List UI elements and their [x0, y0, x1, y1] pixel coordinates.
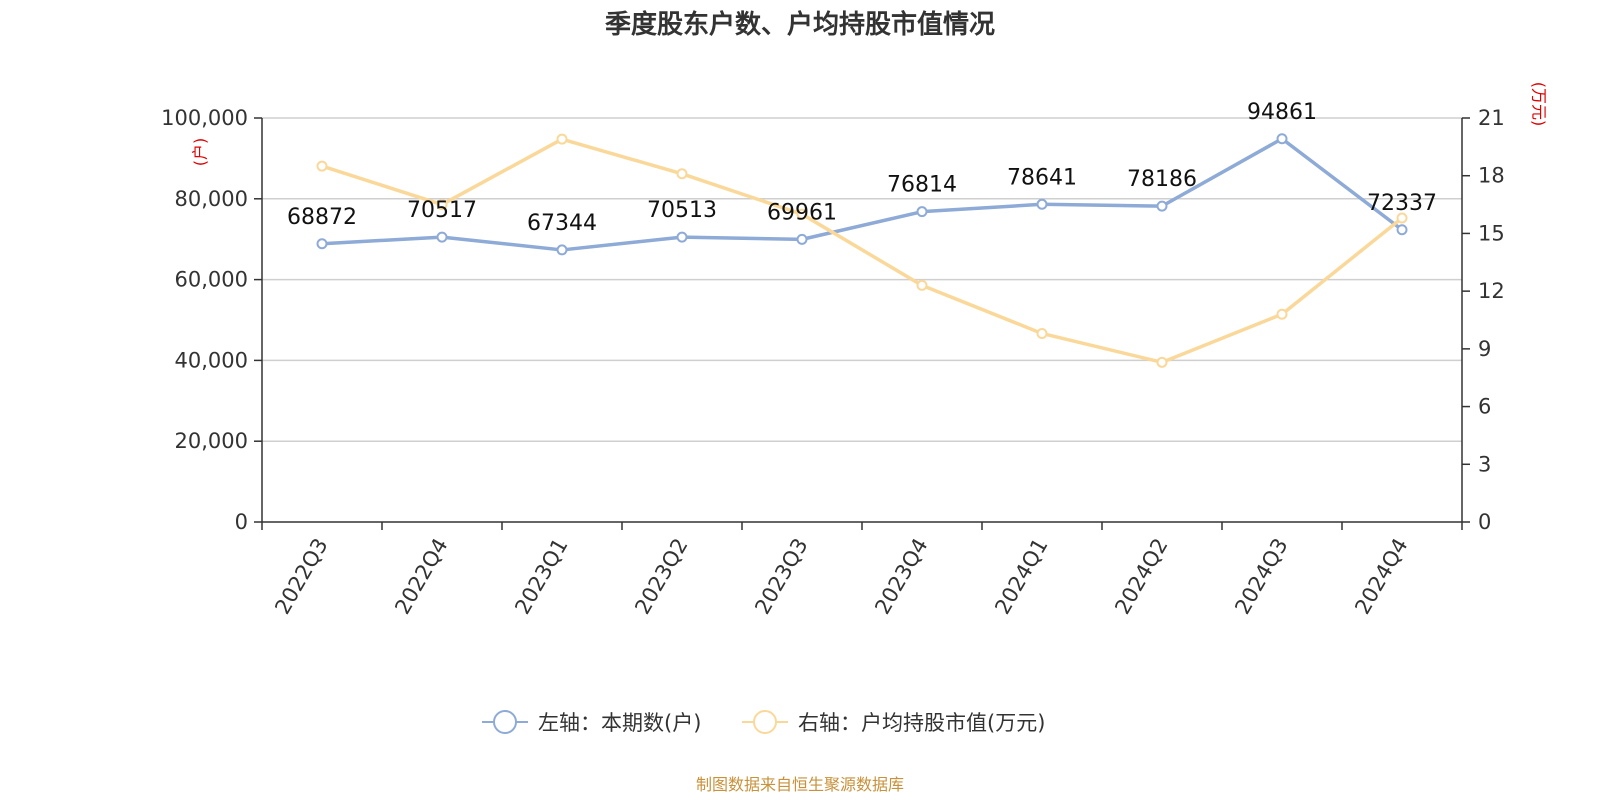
grid-layer: [262, 117, 1462, 442]
left-axis-unit: (户): [191, 138, 210, 167]
legend-marker-1: [493, 710, 517, 734]
x-axis-tick-label: 2023Q2: [630, 534, 692, 618]
series-line-1: [320, 137, 1404, 252]
x-axis-tick-label: 2024Q3: [1230, 534, 1292, 618]
data-label: 70513: [647, 198, 717, 223]
data-label: 70517: [407, 198, 477, 223]
right-axis-tick-label: 12: [1478, 279, 1505, 303]
right-axis-tick-label: 9: [1478, 337, 1491, 361]
series-layer: [316, 133, 1408, 368]
series-2-point: [676, 168, 688, 180]
series-2-point: [1036, 327, 1048, 339]
data-label: 78641: [1007, 165, 1077, 190]
series-1-point: [436, 231, 448, 243]
data-label: 67344: [527, 211, 597, 236]
legend-label-2: 右轴：户均持股市值(万元): [798, 711, 1045, 735]
x-axis-tick-label: 2022Q3: [270, 534, 332, 618]
series-1-point: [1156, 200, 1168, 212]
series-1-point: [316, 238, 328, 250]
x-axis-tick-label: 2024Q1: [990, 534, 1052, 618]
series-2-point: [1396, 212, 1408, 224]
series-2-point: [1276, 308, 1288, 320]
x-axis-tick-label: 2022Q4: [390, 534, 452, 618]
left-axis-tick-label: 60,000: [175, 268, 248, 292]
series-2-point: [436, 199, 448, 211]
series-2-point: [316, 160, 328, 172]
chart-title: 季度股东户数、户均持股市值情况: [605, 9, 995, 40]
left-axis-tick-label: 100,000: [161, 106, 248, 130]
legend-label-1: 左轴：本期数(户): [538, 711, 701, 735]
data-label: 76814: [887, 173, 957, 198]
right-axis-tick-label: 15: [1478, 221, 1505, 245]
data-label: 69961: [767, 200, 837, 225]
right-axis-tick-label: 18: [1478, 164, 1505, 188]
x-axis-tick-label: 2024Q2: [1110, 534, 1172, 618]
series-line-2: [320, 137, 1404, 365]
series-1-point: [556, 244, 568, 256]
right-axis-tick-label: 3: [1478, 452, 1491, 476]
left-axis-tick-label: 80,000: [175, 187, 248, 211]
series-2-point: [556, 133, 568, 145]
series-1-point: [1276, 133, 1288, 145]
series-1-point: [1396, 224, 1408, 236]
left-axis-tick-label: 40,000: [175, 348, 248, 372]
left-axis-tick-label: 0: [235, 510, 248, 534]
series-1-point: [916, 206, 928, 218]
right-axis-tick-label: 0: [1478, 510, 1491, 534]
legend: 左轴：本期数(户) 右轴：户均持股市值(万元): [482, 710, 1045, 735]
data-label: 68872: [287, 205, 357, 230]
axis-layer: 0 20,000 40,000 60,000 80,000 100,000 0 3 6 9 12 15…: [161, 82, 1548, 619]
legend-marker-2: [753, 710, 777, 734]
right-axis-tick-label: 21: [1478, 106, 1505, 130]
series-2-point: [1156, 356, 1168, 368]
left-axis-tick-label: 20,000: [175, 429, 248, 453]
right-axis-unit: (万元): [1529, 82, 1548, 127]
series-1-point: [676, 231, 688, 243]
source-text: 制图数据来自恒生聚源数据库: [696, 775, 904, 794]
x-axis-tick-label: 2023Q1: [510, 534, 572, 618]
data-label: 78186: [1127, 167, 1197, 192]
series-2-point: [916, 279, 928, 291]
series-2-point: [796, 208, 808, 220]
right-axis-tick-label: 6: [1478, 395, 1491, 419]
data-label: 94861: [1247, 100, 1317, 125]
data-label: 72337: [1367, 191, 1437, 216]
label-layer: 68872 70517 67344 70513 69961 76814 78641 78186…: [287, 100, 1437, 236]
series-1-point: [796, 233, 808, 245]
x-axis-tick-label: 2024Q4: [1350, 534, 1412, 618]
series-1-point: [1036, 198, 1048, 210]
x-axis-tick-label: 2023Q3: [750, 534, 812, 618]
x-axis-tick-label: 2023Q4: [870, 534, 932, 618]
